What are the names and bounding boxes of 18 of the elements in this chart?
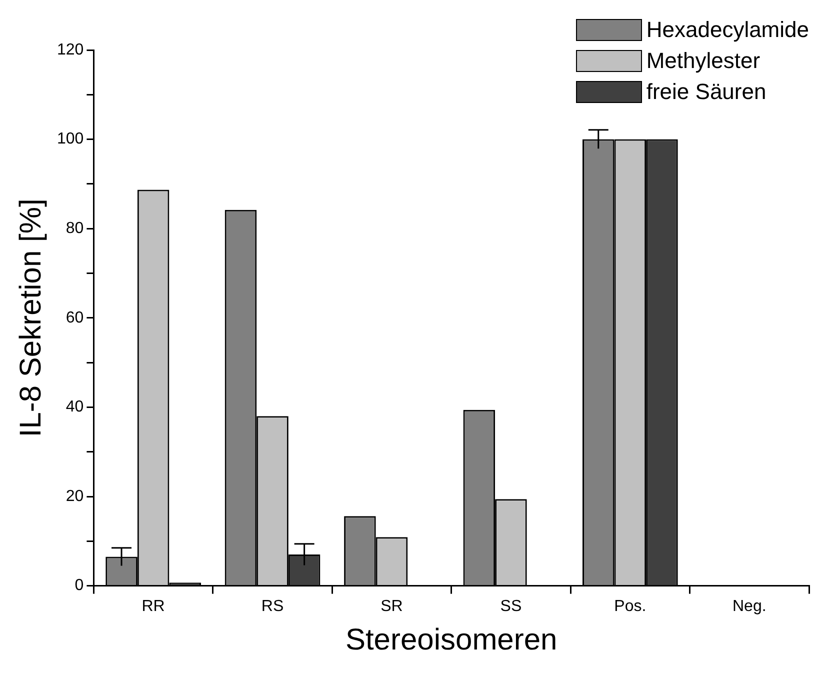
x-tick-label: Pos. — [614, 598, 646, 615]
x-tick-label: RR — [142, 598, 165, 615]
y-tick-label: 100 — [56, 130, 84, 148]
y-tick-label: 120 — [56, 41, 84, 58]
y-tick-label: 80 — [66, 220, 84, 238]
y-tick-label: 40 — [66, 398, 84, 416]
x-axis-title: Stereoisomeren — [345, 623, 558, 656]
legend-label: freie Säuren — [646, 78, 766, 106]
y-tick-label: 20 — [66, 488, 84, 505]
x-tick-label: Neg. — [732, 598, 766, 615]
x-tick-label: SS — [500, 598, 522, 615]
legend-label: Methylester — [646, 47, 760, 75]
y-axis-title: IL-8 Sekretion [%] — [14, 198, 48, 438]
x-tick-label: RS — [261, 598, 284, 615]
x-tick-label: SR — [380, 598, 403, 615]
legend-label: Hexadecylamide — [646, 16, 809, 44]
y-tick-label: 60 — [66, 309, 84, 326]
y-tick-label: 0 — [74, 577, 84, 594]
